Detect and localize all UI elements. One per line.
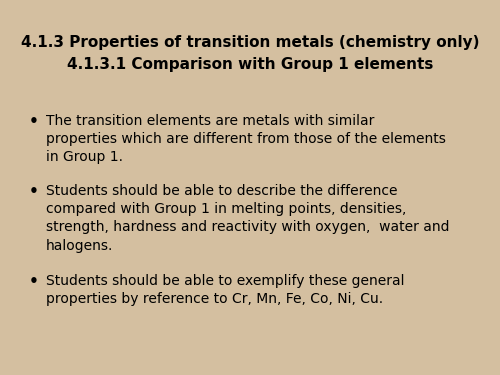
Text: Students should be able to exemplify these general
properties by reference to Cr: Students should be able to exemplify the… [46,274,405,306]
Text: •: • [29,184,39,199]
Text: •: • [29,114,39,129]
Text: •: • [29,274,39,289]
Text: 4.1.3 Properties of transition metals (chemistry only)
4.1.3.1 Comparison with G: 4.1.3 Properties of transition metals (c… [21,36,479,72]
Text: Students should be able to describe the difference
compared with Group 1 in melt: Students should be able to describe the … [46,184,450,252]
Text: The transition elements are metals with similar
properties which are different f: The transition elements are metals with … [46,114,446,164]
